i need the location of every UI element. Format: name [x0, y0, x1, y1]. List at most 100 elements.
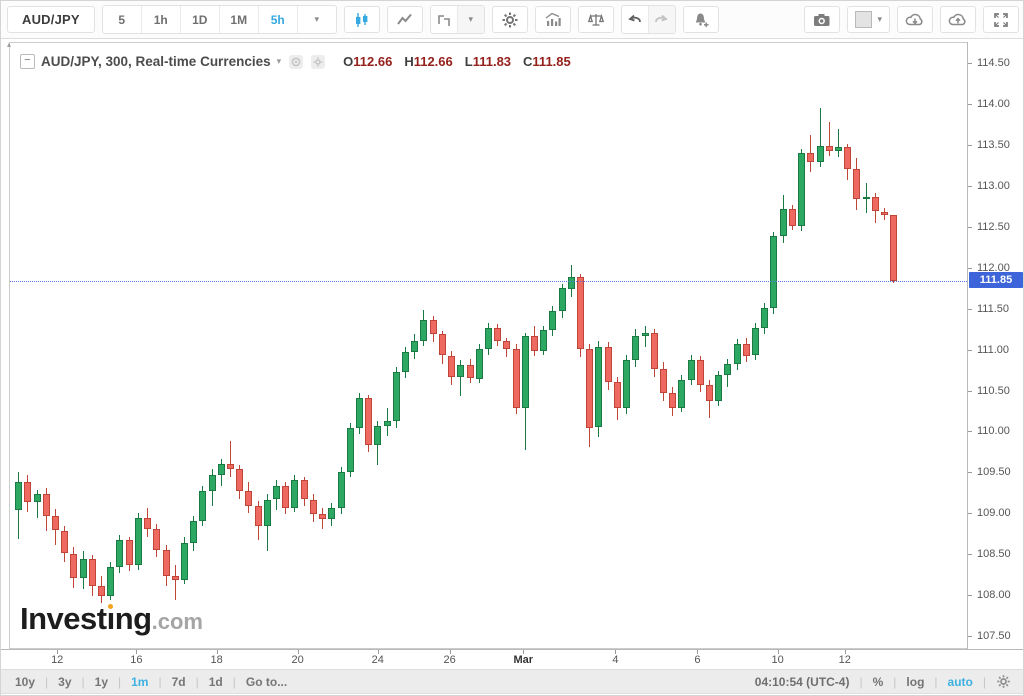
- candle-body: [798, 152, 806, 227]
- candle-body: [779, 209, 787, 237]
- candle-body: [300, 479, 308, 500]
- candle-body: [365, 398, 373, 446]
- y-tick-mark: [968, 308, 972, 310]
- compare-button[interactable]: [577, 6, 614, 33]
- candle-body: [392, 371, 400, 421]
- legend-collapse-icon[interactable]: −: [20, 54, 35, 69]
- x-tick-mark: [216, 650, 218, 654]
- symbol-button[interactable]: AUD/JPY: [7, 6, 95, 33]
- candle-body: [816, 146, 824, 163]
- symbol-label: AUD/JPY: [22, 12, 80, 27]
- series-settings-icon[interactable]: [311, 54, 326, 69]
- x-tick-mark: [136, 650, 138, 654]
- x-tick-mark: [777, 650, 779, 654]
- candle-body: [577, 277, 584, 349]
- interval-dropdown-button[interactable]: ▾: [314, 14, 320, 24]
- interval-button-5[interactable]: 5: [103, 6, 142, 33]
- log-scale-button[interactable]: log: [906, 674, 925, 689]
- candle-body: [190, 520, 198, 543]
- candle-body: [595, 347, 603, 428]
- snapshot-button[interactable]: [804, 6, 841, 33]
- x-tick-mark: [615, 650, 617, 654]
- chart-plot-area[interactable]: − AUD/JPY, 300, Real-time Currencies ▾ O…: [9, 42, 967, 649]
- range-button-7d[interactable]: 7d: [171, 674, 186, 689]
- y-tick-mark: [968, 267, 972, 269]
- candle-body: [549, 311, 557, 331]
- background-theme-button[interactable]: ▾: [847, 6, 890, 33]
- x-axis-label: 24: [371, 654, 384, 666]
- x-axis-label: 20: [291, 654, 304, 666]
- range-button-1y[interactable]: 1y: [94, 674, 108, 689]
- balance-scale-icon: [587, 13, 604, 26]
- separator: |: [45, 674, 49, 689]
- fullscreen-button[interactable]: [983, 6, 1019, 33]
- candle-body: [42, 493, 50, 516]
- go-to-button[interactable]: Go to...: [245, 674, 288, 689]
- time-axis[interactable]: 12 16 18 20 24 26 Mar 4 6 10 12: [1, 649, 1023, 669]
- percent-scale-button[interactable]: %: [872, 674, 884, 689]
- candle-body: [33, 493, 41, 502]
- y-axis-label: 110.50: [977, 384, 1010, 397]
- candle-body: [881, 211, 888, 215]
- interval-button-5h[interactable]: 5h: [259, 6, 298, 33]
- y-tick-mark: [968, 226, 972, 228]
- y-tick-mark: [968, 63, 972, 65]
- panel-collapse-tab[interactable]: ▴: [7, 40, 12, 49]
- camera-icon: [814, 13, 830, 26]
- candle-body: [844, 146, 852, 169]
- candle-body: [153, 528, 161, 551]
- range-button-10y[interactable]: 10y: [15, 674, 36, 689]
- candle-body: [521, 335, 529, 408]
- y-tick-mark: [968, 635, 972, 637]
- price-axis[interactable]: 111.85 114.50 114.00 113.50 113.00 112.50 112…: [967, 42, 1023, 649]
- indicators-button[interactable]: [534, 6, 571, 33]
- range-button-1m[interactable]: 1m: [131, 674, 149, 689]
- candle-body: [724, 363, 732, 376]
- candle-body: [540, 330, 548, 351]
- chevron-down-icon[interactable]: ▾: [276, 56, 282, 66]
- save-layout-button[interactable]: [940, 6, 976, 33]
- line-style-button[interactable]: [386, 6, 423, 33]
- x-axis-label: 6: [694, 654, 701, 666]
- candle-body: [309, 499, 317, 515]
- y-axis-label: 112.50: [977, 220, 1010, 233]
- x-axis-label: 18: [210, 654, 223, 666]
- x-tick-mark: [297, 650, 299, 654]
- last-price-tag: 111.85: [969, 272, 1023, 289]
- candle-body: [788, 209, 796, 227]
- separator: |: [81, 674, 85, 689]
- redo-arrow-icon: [655, 14, 669, 23]
- axis-settings-button[interactable]: [996, 674, 1011, 689]
- candle-body: [484, 327, 492, 349]
- interval-button-1D[interactable]: 1D: [181, 6, 220, 33]
- chart-settings-button[interactable]: [491, 6, 528, 33]
- bottom-toolbar: 10y | 3y | 1y | 1m | 7d | 1d | Go to... 04:10:54 (UT…: [1, 669, 1023, 694]
- toggle-visibility-icon[interactable]: [289, 54, 304, 69]
- auto-scale-button[interactable]: auto: [947, 674, 973, 689]
- undo-redo-group: [620, 5, 676, 34]
- ohlc-o: O 112.66: [343, 54, 393, 69]
- interval-button-1M[interactable]: 1M: [220, 6, 259, 33]
- candle-body: [52, 515, 59, 531]
- candle-body: [604, 347, 612, 382]
- gear-icon: [502, 12, 518, 27]
- y-axis-label: 114.50: [977, 57, 1010, 70]
- candle-body: [438, 334, 446, 356]
- x-axis-label: 26: [443, 654, 456, 666]
- gear-icon: [997, 675, 1010, 688]
- bar-style-dropdown-button[interactable]: ▾: [429, 5, 485, 34]
- orange-dot: [107, 604, 113, 609]
- interval-button-1h[interactable]: 1h: [142, 6, 181, 33]
- create-alert-button[interactable]: [682, 6, 719, 33]
- candle-body: [355, 398, 363, 429]
- candle-body: [107, 567, 115, 596]
- candle-body: [696, 360, 704, 385]
- candle-wick: [644, 326, 646, 348]
- undo-button[interactable]: [622, 6, 648, 33]
- range-button-1d[interactable]: 1d: [208, 674, 223, 689]
- redo-button[interactable]: [647, 6, 675, 33]
- range-button-3y[interactable]: 3y: [58, 674, 72, 689]
- load-layout-button[interactable]: [897, 6, 933, 33]
- candlestick-style-button[interactable]: [343, 6, 380, 33]
- y-axis-label: 113.50: [977, 139, 1010, 152]
